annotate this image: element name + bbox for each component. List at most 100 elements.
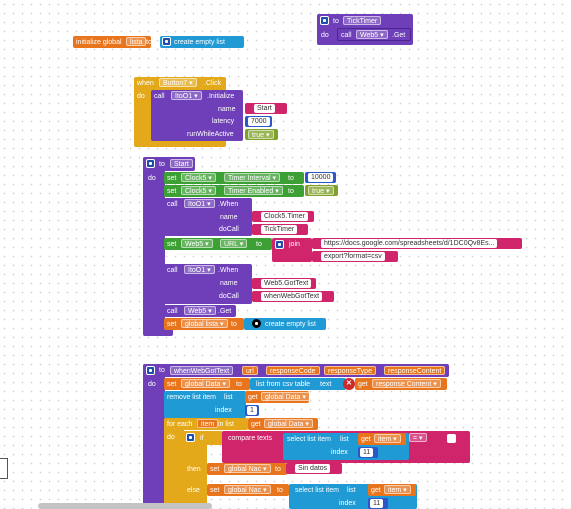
- global-var-name[interactable]: lista: [126, 37, 147, 46]
- procedure-whenwebgottext[interactable]: do: [143, 364, 165, 509]
- text-start-block[interactable]: Start: [245, 103, 287, 114]
- variable-dropdown[interactable]: global Data: [264, 419, 313, 428]
- itoo1-dropdown[interactable]: ItoO1: [184, 265, 215, 274]
- boolean-dropdown[interactable]: true: [308, 186, 334, 195]
- variable-dropdown[interactable]: global Data: [261, 392, 310, 401]
- clock5-dropdown[interactable]: Clock5: [181, 186, 216, 195]
- get-global-data-block[interactable]: get global Data: [245, 391, 310, 403]
- gear-icon[interactable]: [146, 159, 155, 168]
- text-value[interactable]: whenWebGotText: [261, 292, 323, 301]
- procedure-name-field[interactable]: whenWebGotText: [170, 366, 234, 375]
- variable-dropdown[interactable]: global lista: [181, 319, 228, 328]
- text-value[interactable]: Start: [254, 104, 275, 113]
- get-global-data-block-2[interactable]: get global Data: [248, 418, 318, 430]
- text-value[interactable]: Sin datos: [295, 464, 331, 473]
- procedure-name-field[interactable]: TickTimer: [343, 16, 382, 25]
- call-itoo1-when-block[interactable]: call ItoO1 .When name doCall: [164, 198, 252, 236]
- number-7000-block[interactable]: 7000: [245, 116, 272, 127]
- empty-text-block[interactable]: [440, 433, 464, 444]
- create-empty-list-block[interactable]: create empty list: [160, 36, 244, 48]
- create-empty-list-block[interactable]: create empty list: [244, 318, 326, 330]
- set-global-nac-then-block[interactable]: set global Nac to: [207, 463, 287, 475]
- text-sin-datos-block[interactable]: Sin datos: [286, 463, 342, 474]
- join-block[interactable]: join: [272, 238, 312, 262]
- loop-var-field[interactable]: item: [197, 419, 219, 428]
- number-11-block[interactable]: 11: [358, 447, 378, 458]
- set-global-nac-else-block[interactable]: set global Nac to: [207, 484, 289, 496]
- boolean-true-block[interactable]: true: [245, 129, 278, 140]
- param-responsecode[interactable]: responseCode: [266, 366, 320, 375]
- set-clock5-interval-block[interactable]: set Clock5 Timer Interval to: [164, 172, 304, 184]
- itoo1-dropdown[interactable]: ItoO1: [184, 199, 215, 208]
- call-web5-get-block[interactable]: call Web5 .Get: [337, 28, 411, 41]
- number-value[interactable]: 1: [247, 406, 257, 415]
- text-value[interactable]: [447, 434, 456, 443]
- text-clock5-timer-block[interactable]: Clock5.Timer: [252, 211, 314, 222]
- for-each-block[interactable]: do: [164, 418, 184, 509]
- for-each-header[interactable]: for each item in list: [164, 418, 248, 430]
- text-value[interactable]: Web5.GotText: [261, 279, 312, 288]
- mutator-gear-icon[interactable]: [252, 319, 261, 328]
- remove-list-item-block[interactable]: remove list item list index: [164, 391, 246, 418]
- boolean-dropdown[interactable]: true: [248, 130, 274, 139]
- text-web5-gottext-block[interactable]: Web5.GotText: [252, 278, 316, 289]
- list-from-csv-block[interactable]: list from csv table text: [250, 378, 346, 390]
- procedure-start-header[interactable]: to Start: [143, 157, 195, 171]
- call-itoo1-when-block-2[interactable]: call ItoO1 .When name doCall: [164, 264, 252, 304]
- param-url[interactable]: url: [242, 366, 258, 375]
- set-global-lista-block[interactable]: set global lista to: [164, 318, 244, 330]
- call-itoo1-initialize-block[interactable]: call ItoO1 .Initialize name latency runW…: [151, 90, 243, 141]
- error-marker[interactable]: ✕: [343, 378, 355, 390]
- param-responsecontent[interactable]: responseContent: [384, 366, 446, 375]
- text-value[interactable]: export?format=csv: [321, 252, 385, 261]
- gear-icon[interactable]: [320, 16, 329, 25]
- property-dropdown[interactable]: Timer Enabled: [224, 186, 283, 195]
- gear-icon[interactable]: [186, 433, 195, 442]
- text-url-part1-block[interactable]: https://docs.google.com/spreadsheets/d/1…: [312, 238, 522, 249]
- itoo1-dropdown[interactable]: ItoO1: [171, 91, 202, 100]
- operator-dropdown[interactable]: =: [409, 433, 427, 442]
- property-dropdown[interactable]: URL: [220, 239, 248, 248]
- get-response-content-block[interactable]: get response Content: [355, 378, 447, 390]
- boolean-true-block[interactable]: true: [305, 185, 338, 196]
- horizontal-scrollbar[interactable]: [38, 503, 212, 509]
- web5-dropdown[interactable]: Web5: [184, 306, 216, 315]
- set-web5-url-block[interactable]: set Web5 URL to: [164, 238, 272, 250]
- workspace-side-handle[interactable]: [0, 458, 8, 479]
- number-value[interactable]: 11: [370, 499, 384, 508]
- set-global-data-block[interactable]: set global Data to: [164, 378, 250, 390]
- component-dropdown[interactable]: Web5: [356, 30, 388, 39]
- get-item-else-block[interactable]: get item: [368, 484, 416, 496]
- button7-dropdown[interactable]: Button7: [159, 78, 197, 87]
- procedure-start[interactable]: do: [143, 157, 165, 335]
- number-1-block[interactable]: 1: [245, 405, 259, 416]
- procedure-ticktimer[interactable]: to TickTimer do call Web5 .Get: [317, 14, 413, 45]
- if-header[interactable]: if: [183, 431, 223, 445]
- number-value[interactable]: 7000: [248, 117, 270, 126]
- number-11-else-block[interactable]: 11: [368, 498, 388, 509]
- call-web5-get-block[interactable]: call Web5 .Get: [164, 305, 236, 317]
- text-value[interactable]: TickTimer: [261, 225, 298, 234]
- number-10000-block[interactable]: 10000: [305, 172, 336, 183]
- procedure-whenwebgottext-header[interactable]: to whenWebGotText url responseCode respo…: [143, 364, 449, 377]
- gear-icon[interactable]: [162, 37, 171, 46]
- text-value[interactable]: https://docs.google.com/spreadsheets/d/1…: [321, 239, 498, 248]
- param-responsetype[interactable]: responseType: [324, 366, 376, 375]
- text-whenwebgottext-block[interactable]: whenWebGotText: [252, 291, 334, 302]
- gear-icon[interactable]: [275, 240, 284, 249]
- set-clock5-enabled-block[interactable]: set Clock5 Timer Enabled to: [164, 185, 304, 197]
- number-value[interactable]: 11: [360, 448, 374, 457]
- text-url-part2-block[interactable]: export?format=csv: [312, 251, 398, 262]
- variable-dropdown[interactable]: item: [374, 434, 401, 443]
- clock5-dropdown[interactable]: Clock5: [181, 173, 216, 182]
- variable-dropdown[interactable]: global Nac: [224, 464, 271, 473]
- variable-dropdown[interactable]: item: [384, 485, 411, 494]
- variable-dropdown[interactable]: global Data: [181, 379, 230, 388]
- web5-dropdown[interactable]: Web5: [181, 239, 213, 248]
- procedure-name-field[interactable]: Start: [170, 159, 193, 168]
- text-ticktimer-block[interactable]: TickTimer: [252, 224, 308, 235]
- text-value[interactable]: Clock5.Timer: [261, 212, 308, 221]
- get-item-block[interactable]: get item: [358, 433, 406, 445]
- initialize-global-block[interactable]: initialize global lista to: [73, 36, 152, 48]
- gear-icon[interactable]: [146, 366, 155, 375]
